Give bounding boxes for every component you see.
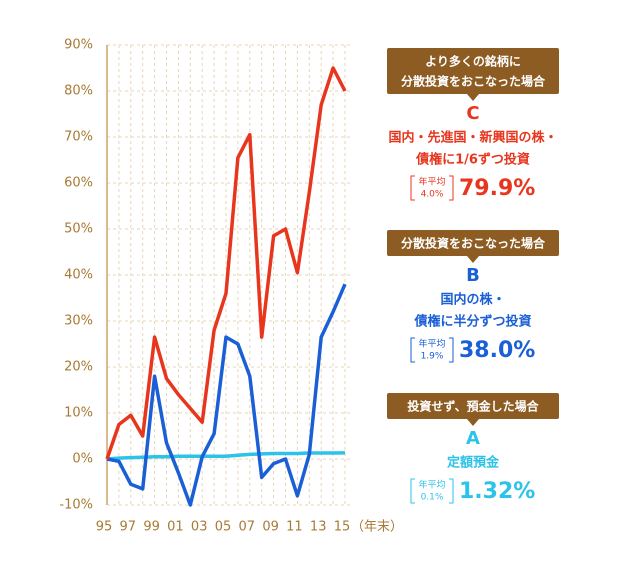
series-name: A — [466, 428, 480, 449]
avg-value: 4.0% — [421, 190, 444, 200]
note-box — [387, 393, 559, 419]
y-tick-label: 70% — [64, 130, 93, 145]
y-tick-label: 0% — [72, 452, 93, 467]
note-box — [387, 230, 559, 256]
note-text: 投資せず、預金した場合 — [407, 399, 539, 414]
x-tick-label: 13 — [310, 520, 327, 535]
note-text: より多くの銘柄に — [425, 54, 521, 69]
x-tick-label: 05 — [215, 520, 232, 535]
y-tick-label: 30% — [64, 314, 93, 329]
y-tick-label: 80% — [64, 84, 93, 99]
note-text: 分散投資をおこなった場合 — [401, 236, 546, 251]
series-name: C — [466, 103, 479, 124]
x-tick-label: 07 — [239, 520, 256, 535]
bracket — [410, 175, 454, 201]
series-name: B — [466, 265, 480, 286]
description: 債権に半分ずつ投資 — [413, 314, 531, 330]
x-tick-label: 09 — [262, 520, 279, 535]
total-value: 1.32% — [459, 479, 535, 504]
x-tick-label: 01 — [167, 520, 184, 535]
note-text: 分散投資をおこなった場合 — [401, 74, 546, 89]
description: 国内の株・ — [440, 292, 505, 308]
series-line — [105, 66, 347, 460]
note-pointer — [467, 256, 479, 263]
y-tick-label: 60% — [64, 176, 93, 191]
x-tick-label: 03 — [191, 520, 208, 535]
x-tick-label: 97 — [120, 520, 137, 535]
series-line — [106, 283, 347, 507]
x-tick-label: 15 — [334, 520, 351, 535]
y-tick-label: 50% — [64, 222, 93, 237]
y-tick-label: 40% — [64, 268, 93, 283]
avg-value: 0.1% — [421, 493, 444, 503]
avg-label: 年平均 — [418, 338, 445, 350]
y-tick-label: 10% — [64, 406, 93, 421]
avg-value: 1.9% — [421, 352, 444, 362]
total-value: 38.0% — [459, 338, 535, 363]
y-tick-label: 20% — [64, 360, 93, 375]
description: 債権に1/6ずつ投資 — [415, 152, 530, 168]
bracket — [410, 337, 454, 363]
note-pointer — [467, 419, 479, 426]
x-tick-label: 95 — [96, 520, 113, 535]
x-tick-label: 11 — [286, 520, 303, 535]
avg-label: 年平均 — [418, 176, 445, 188]
total-value: 79.9% — [459, 176, 535, 201]
description: 定額預金 — [446, 455, 500, 471]
y-tick-label: 90% — [64, 38, 93, 53]
description: 国内・先進国・新興国の株・ — [388, 130, 557, 146]
x-tick-label: 99 — [143, 520, 160, 535]
note-pointer — [467, 94, 479, 101]
bracket — [410, 478, 454, 504]
avg-label: 年平均 — [418, 479, 445, 491]
y-tick-label: -10% — [59, 498, 93, 513]
note-box — [387, 48, 559, 94]
x-axis-label: （年末） — [351, 520, 403, 535]
